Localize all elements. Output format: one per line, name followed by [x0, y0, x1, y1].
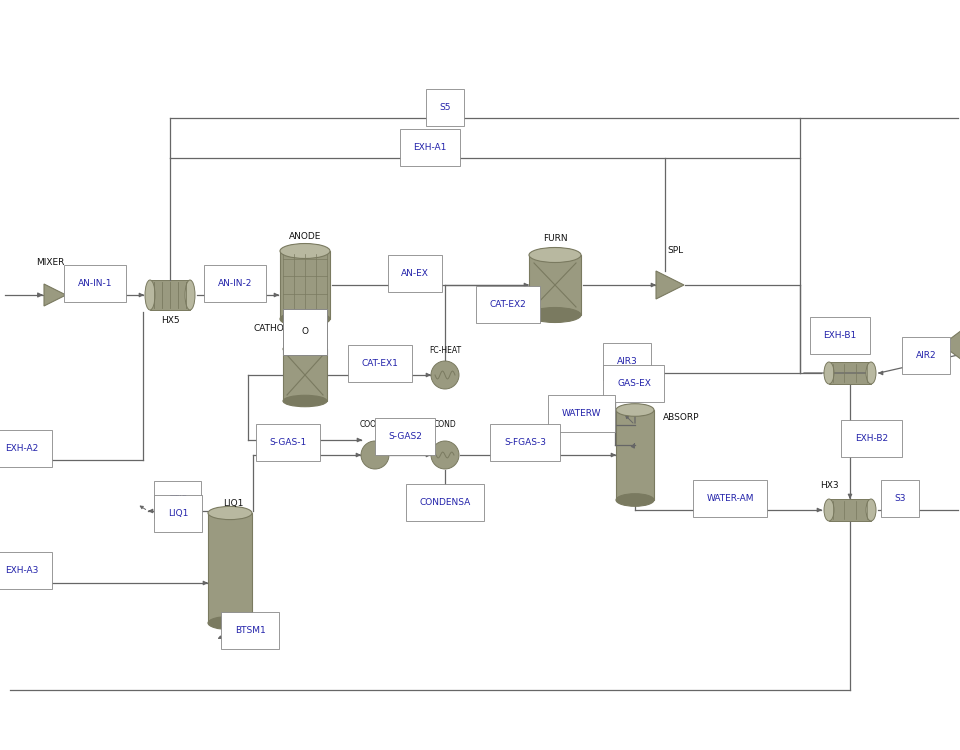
Text: BTSM1: BTSM1: [235, 626, 266, 635]
Text: CAT-EX2: CAT-EX2: [490, 300, 526, 309]
Text: FC-HEAT: FC-HEAT: [429, 346, 461, 355]
Text: EXH-A1: EXH-A1: [414, 143, 446, 152]
Text: LIQ1: LIQ1: [168, 509, 188, 518]
Text: SPL: SPL: [667, 246, 684, 255]
Text: O: O: [301, 328, 308, 337]
Ellipse shape: [283, 344, 327, 355]
Text: WATERW: WATERW: [562, 409, 602, 418]
Text: STIP: STIP: [168, 495, 187, 504]
Ellipse shape: [145, 280, 155, 310]
FancyBboxPatch shape: [208, 513, 252, 623]
Text: HX5: HX5: [160, 316, 180, 325]
Text: S-GAS-1: S-GAS-1: [270, 438, 306, 447]
Ellipse shape: [529, 308, 581, 322]
Ellipse shape: [208, 506, 252, 520]
Ellipse shape: [283, 395, 327, 406]
Text: LIQ1: LIQ1: [223, 499, 243, 508]
Text: CAT-EX1: CAT-EX1: [362, 359, 398, 368]
Text: AIR2: AIR2: [916, 351, 937, 360]
Ellipse shape: [824, 499, 834, 521]
Circle shape: [431, 361, 459, 389]
Text: S5: S5: [440, 103, 451, 112]
Circle shape: [431, 441, 459, 469]
Ellipse shape: [280, 244, 330, 259]
Text: GAS-EX: GAS-EX: [617, 379, 651, 388]
Text: HX4: HX4: [836, 344, 854, 353]
Ellipse shape: [185, 280, 195, 310]
Ellipse shape: [866, 362, 876, 384]
Ellipse shape: [616, 494, 654, 506]
Ellipse shape: [208, 616, 252, 629]
Text: AN-IN-1: AN-IN-1: [78, 279, 112, 288]
Polygon shape: [656, 271, 684, 299]
Ellipse shape: [824, 362, 834, 384]
Text: AN-IN-2: AN-IN-2: [218, 279, 252, 288]
FancyBboxPatch shape: [829, 499, 871, 521]
Text: AN-EX: AN-EX: [401, 269, 429, 278]
Text: HX3: HX3: [820, 481, 839, 490]
Text: CATHODE: CATHODE: [253, 324, 297, 333]
Text: MIXER: MIXER: [36, 258, 64, 267]
Ellipse shape: [866, 499, 876, 521]
FancyBboxPatch shape: [283, 349, 327, 401]
Text: ANODE: ANODE: [289, 232, 322, 241]
Text: ABSORP: ABSORP: [663, 413, 700, 422]
FancyBboxPatch shape: [150, 280, 190, 310]
Text: S3: S3: [895, 494, 905, 503]
Text: FURN: FURN: [542, 234, 567, 243]
Ellipse shape: [280, 311, 330, 326]
Text: WATER-AM: WATER-AM: [707, 494, 754, 503]
Ellipse shape: [616, 404, 654, 416]
Polygon shape: [44, 284, 66, 306]
Circle shape: [361, 441, 389, 469]
FancyBboxPatch shape: [529, 255, 581, 315]
Text: EXH-B2: EXH-B2: [855, 434, 888, 443]
Text: CONDENSA: CONDENSA: [420, 498, 470, 507]
Text: COOLER: COOLER: [359, 420, 391, 429]
Text: EXH-A3: EXH-A3: [5, 566, 38, 575]
Text: EXH-A2: EXH-A2: [5, 444, 38, 453]
FancyBboxPatch shape: [280, 251, 330, 319]
Text: COND: COND: [434, 420, 456, 429]
Ellipse shape: [529, 248, 581, 262]
Text: AIR3: AIR3: [617, 357, 637, 366]
FancyBboxPatch shape: [829, 362, 871, 384]
Text: S-FGAS-3: S-FGAS-3: [504, 438, 546, 447]
Text: EXH-B1: EXH-B1: [824, 331, 856, 340]
Text: S-GAS2: S-GAS2: [388, 432, 422, 441]
Polygon shape: [942, 330, 960, 360]
FancyBboxPatch shape: [616, 410, 654, 500]
